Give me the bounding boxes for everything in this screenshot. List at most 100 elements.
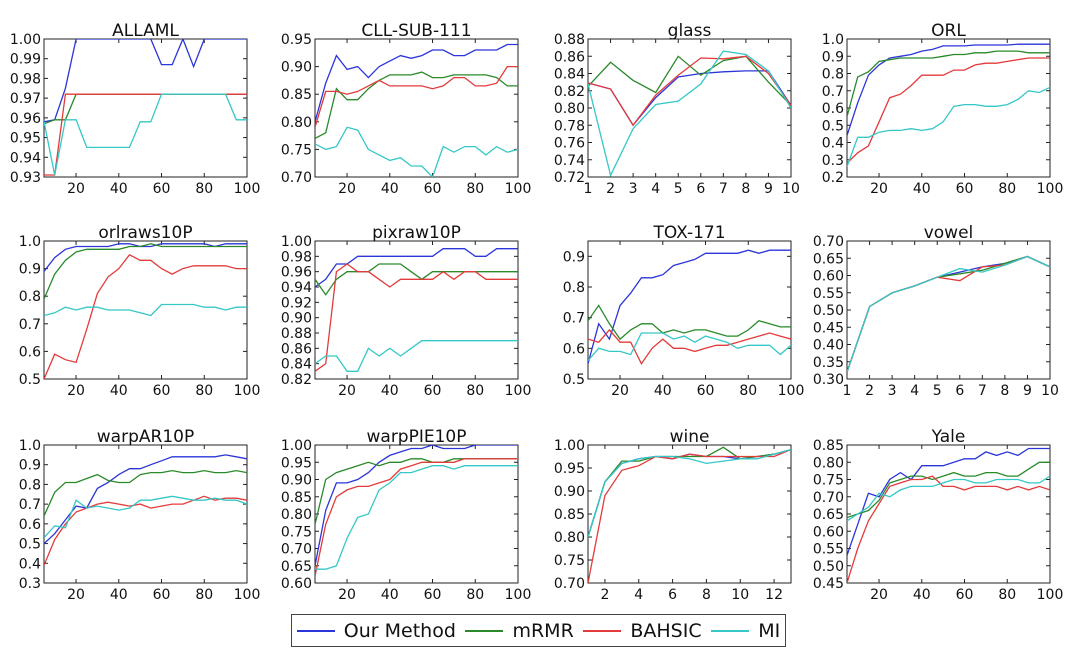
y-tick-label: 1.0 (19, 438, 41, 454)
y-tick-label: 0.7 (19, 497, 41, 513)
y-tick-label: 0.7 (19, 317, 41, 333)
chart-title: warpPIE10P (367, 427, 467, 447)
x-tick-label: 40 (654, 383, 672, 399)
y-tick-label: 1.0 (19, 234, 41, 250)
chart-allaml: ALLAML 0.93 0.94 0.95 0.96 0.97 0.98 0.99 1.00 20… (10, 21, 261, 197)
x-tick-label: 100 (778, 383, 805, 399)
y-tick-label: 0.70 (813, 234, 844, 250)
series-line-bahsic (588, 55, 791, 127)
series-line-mi (588, 50, 791, 177)
series-line-bahsic (44, 495, 247, 566)
legend-swatch (465, 629, 504, 632)
y-tick-label: 0.55 (813, 542, 844, 558)
plot-frame (846, 240, 1051, 380)
x-tick-label: 100 (505, 587, 532, 603)
x-tick-label: 2 (865, 383, 874, 399)
y-tick-label: 0.45 (813, 320, 844, 336)
series-line-mrmr (44, 243, 247, 300)
figure-grid: ALLAML0.930.940.950.960.970.980.991.0020… (10, 21, 1064, 603)
x-tick-label: 4 (910, 383, 919, 399)
y-tick-label: 0.86 (281, 341, 312, 357)
y-tick-label: 0.5 (822, 118, 844, 134)
series-line-mi (44, 303, 247, 317)
chart-title: ALLAML (112, 21, 179, 41)
x-tick-label: 6 (696, 181, 705, 197)
y-tick-label: 0.74 (554, 153, 585, 169)
y-tick-label: 0.9 (563, 249, 585, 265)
series-line-mrmr (588, 55, 791, 106)
y-tick-label: 0.75 (281, 524, 312, 540)
y-tick-label: 0.90 (281, 311, 312, 327)
series-line-our-method (315, 43, 518, 122)
x-tick-label: 100 (505, 181, 532, 197)
chart-title: warpAR10P (97, 427, 194, 447)
y-tick-label: 0.6 (19, 517, 41, 533)
y-tick-label: 0.80 (281, 507, 312, 523)
x-tick-label: 3 (888, 383, 897, 399)
x-tick-label: 20 (67, 383, 85, 399)
x-tick-label: 1 (843, 383, 852, 399)
y-tick-label: 0.94 (281, 280, 312, 296)
series-line-mi (847, 86, 1050, 167)
x-tick-label: 60 (153, 181, 171, 197)
x-tick-label: 60 (956, 587, 974, 603)
x-tick-label: 80 (195, 383, 213, 399)
series-line-our-method (588, 249, 791, 364)
y-tick-label: 0.93 (10, 170, 41, 186)
y-tick-label: 0.85 (281, 87, 312, 103)
x-tick-label: 2 (600, 587, 609, 603)
plot-frame (314, 240, 519, 380)
y-tick-label: 0.70 (813, 490, 844, 506)
y-tick-label: 0.50 (813, 559, 844, 575)
x-tick-label: 40 (913, 181, 931, 197)
series-line-mi (315, 340, 518, 372)
x-tick-label: 7 (719, 181, 728, 197)
chart-title: TOX-171 (652, 223, 725, 243)
series-line-mrmr (315, 263, 518, 296)
legend-item-mrmr: mRMR (465, 619, 574, 642)
legend: Our Method mRMR BAHSIC MI (291, 614, 786, 647)
y-tick-label: 0.96 (281, 265, 312, 281)
y-tick-label: 0.8 (19, 289, 41, 305)
y-tick-label: 0.65 (813, 251, 844, 267)
y-tick-label: 0.80 (281, 115, 312, 131)
y-tick-label: 0.92 (281, 295, 312, 311)
chart-title: CLL-SUB-111 (361, 21, 471, 41)
y-tick-label: 0.85 (813, 438, 844, 454)
series-line-bahsic (847, 475, 1050, 583)
series-line-mrmr (847, 461, 1050, 519)
x-tick-label: 60 (956, 181, 974, 197)
x-tick-label: 80 (195, 181, 213, 197)
y-tick-label: 0.6 (563, 341, 585, 357)
series-line-mi (44, 93, 247, 176)
x-tick-label: 60 (153, 587, 171, 603)
y-tick-label: 0.60 (281, 576, 312, 592)
y-tick-label: 0.70 (281, 542, 312, 558)
legend-label: mRMR (512, 619, 574, 642)
y-tick-label: 0.88 (554, 32, 585, 48)
y-tick-label: 0.8 (563, 280, 585, 296)
series-line-mi (315, 126, 518, 177)
y-tick-label: 0.70 (554, 576, 585, 592)
chart-orl: ORL 0.20.30.4 0.50.60.70.8 0.91.0 20 40 60 80 10… (822, 21, 1064, 197)
y-tick-label: 0.98 (10, 71, 41, 87)
x-tick-label: 20 (870, 181, 888, 197)
chart-title: orlraws10P (98, 223, 192, 243)
y-tick-label: 0.95 (281, 32, 312, 48)
y-tick-label: 0.7 (563, 311, 585, 327)
y-tick-label: 0.4 (19, 556, 41, 572)
x-tick-label: 60 (697, 383, 715, 399)
y-tick-label: 0.90 (281, 60, 312, 76)
chart-title: Yale (931, 427, 966, 447)
x-tick-label: 40 (381, 587, 399, 603)
plot-frame (587, 38, 792, 178)
x-tick-label: 20 (338, 383, 356, 399)
y-tick-label: 0.75 (281, 142, 312, 158)
series-line-our-method (44, 454, 247, 545)
x-tick-label: 100 (505, 383, 532, 399)
x-tick-label: 100 (1037, 181, 1064, 197)
y-tick-label: 0.50 (813, 303, 844, 319)
y-tick-label: 0.3 (19, 576, 41, 592)
series-line-our-method (315, 445, 518, 566)
y-tick-label: 0.9 (822, 49, 844, 65)
